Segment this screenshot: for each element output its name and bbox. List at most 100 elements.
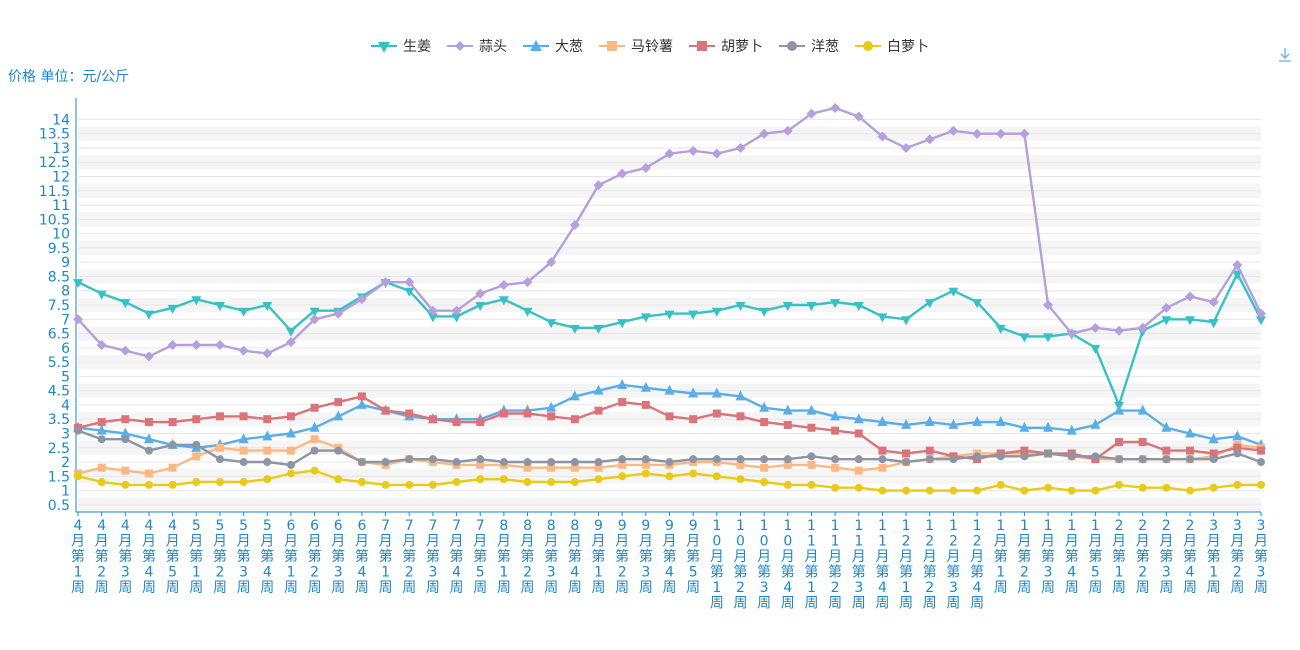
data-point[interactable] — [310, 446, 319, 455]
data-point[interactable] — [1019, 333, 1030, 343]
data-point[interactable] — [333, 308, 344, 319]
data-point[interactable] — [144, 469, 153, 478]
data-point[interactable] — [1233, 480, 1242, 489]
data-point[interactable] — [452, 458, 461, 467]
data-point[interactable] — [924, 416, 935, 427]
data-point[interactable] — [901, 142, 912, 153]
data-point[interactable] — [640, 162, 651, 173]
data-point[interactable] — [239, 458, 248, 467]
legend-item-洋葱[interactable]: 洋葱 — [779, 36, 839, 56]
data-point[interactable] — [263, 458, 272, 467]
data-point[interactable] — [1067, 486, 1076, 495]
data-point[interactable] — [405, 480, 414, 489]
data-point[interactable] — [73, 279, 83, 289]
data-point[interactable] — [144, 418, 153, 427]
data-point[interactable] — [1233, 443, 1242, 452]
data-point[interactable] — [877, 313, 888, 323]
data-point[interactable] — [924, 299, 935, 309]
data-point[interactable] — [830, 410, 841, 421]
data-point[interactable] — [617, 168, 628, 179]
data-point[interactable] — [712, 472, 721, 481]
data-point[interactable] — [427, 313, 438, 323]
data-point[interactable] — [925, 455, 934, 464]
data-point[interactable] — [1208, 433, 1219, 444]
data-point[interactable] — [1208, 297, 1219, 308]
legend-item-蒜头[interactable]: 蒜头 — [447, 36, 507, 56]
data-point[interactable] — [664, 310, 675, 320]
data-point[interactable] — [310, 403, 319, 412]
data-point[interactable] — [451, 313, 462, 323]
data-point[interactable] — [263, 415, 272, 424]
data-point[interactable] — [285, 337, 296, 348]
legend-item-白萝卜[interactable]: 白萝卜 — [855, 36, 929, 56]
data-point[interactable] — [168, 440, 177, 449]
data-point[interactable] — [807, 452, 816, 461]
data-point[interactable] — [380, 277, 391, 288]
data-point[interactable] — [594, 406, 603, 415]
data-point[interactable] — [120, 427, 131, 438]
data-point[interactable] — [404, 287, 415, 297]
data-point[interactable] — [593, 384, 604, 395]
data-point[interactable] — [1090, 322, 1101, 333]
data-point[interactable] — [641, 400, 650, 409]
data-point[interactable] — [901, 316, 912, 326]
data-point[interactable] — [499, 409, 508, 418]
data-point[interactable] — [192, 478, 201, 487]
data-point[interactable] — [120, 299, 131, 309]
data-point[interactable] — [664, 148, 675, 159]
data-point[interactable] — [1209, 455, 1218, 464]
data-point[interactable] — [735, 142, 746, 153]
data-point[interactable] — [97, 435, 106, 444]
data-point[interactable] — [759, 307, 770, 317]
data-point[interactable] — [1114, 325, 1125, 336]
data-point[interactable] — [570, 478, 579, 487]
data-point[interactable] — [711, 307, 722, 317]
data-point[interactable] — [286, 412, 295, 421]
data-point[interactable] — [1138, 455, 1147, 464]
data-point[interactable] — [1233, 449, 1242, 458]
data-point[interactable] — [1044, 449, 1053, 458]
data-point[interactable] — [831, 483, 840, 492]
data-point[interactable] — [74, 472, 82, 481]
data-point[interactable] — [759, 128, 770, 139]
data-point[interactable] — [1115, 438, 1124, 447]
data-point[interactable] — [594, 463, 603, 472]
data-point[interactable] — [238, 433, 249, 444]
data-point[interactable] — [760, 478, 769, 487]
data-point[interactable] — [121, 466, 130, 475]
data-point[interactable] — [547, 412, 556, 421]
data-point[interactable] — [73, 314, 83, 325]
data-point[interactable] — [1066, 424, 1077, 435]
data-point[interactable] — [712, 409, 721, 418]
data-point[interactable] — [356, 294, 367, 305]
data-point[interactable] — [97, 478, 106, 487]
data-point[interactable] — [902, 458, 911, 467]
data-point[interactable] — [641, 460, 650, 469]
data-point[interactable] — [1209, 483, 1218, 492]
data-point[interactable] — [831, 426, 840, 435]
data-point[interactable] — [262, 430, 273, 441]
data-point[interactable] — [618, 455, 627, 464]
data-point[interactable] — [143, 433, 154, 444]
data-point[interactable] — [1232, 260, 1243, 271]
data-point[interactable] — [782, 125, 793, 136]
data-point[interactable] — [428, 415, 437, 424]
data-point[interactable] — [853, 111, 864, 122]
data-point[interactable] — [215, 412, 224, 421]
data-point[interactable] — [546, 401, 557, 412]
data-point[interactable] — [831, 463, 840, 472]
legend-item-大葱[interactable]: 大葱 — [523, 36, 583, 56]
data-point[interactable] — [381, 480, 390, 489]
data-point[interactable] — [1162, 483, 1171, 492]
data-point[interactable] — [996, 480, 1005, 489]
data-point[interactable] — [1115, 480, 1124, 489]
data-point[interactable] — [1186, 455, 1195, 464]
data-point[interactable] — [309, 314, 320, 325]
data-point[interactable] — [641, 469, 650, 478]
data-point[interactable] — [451, 305, 462, 316]
data-point[interactable] — [901, 418, 912, 429]
data-point[interactable] — [1043, 300, 1054, 310]
data-point[interactable] — [972, 299, 983, 309]
data-point[interactable] — [736, 475, 745, 484]
data-point[interactable] — [736, 412, 745, 421]
